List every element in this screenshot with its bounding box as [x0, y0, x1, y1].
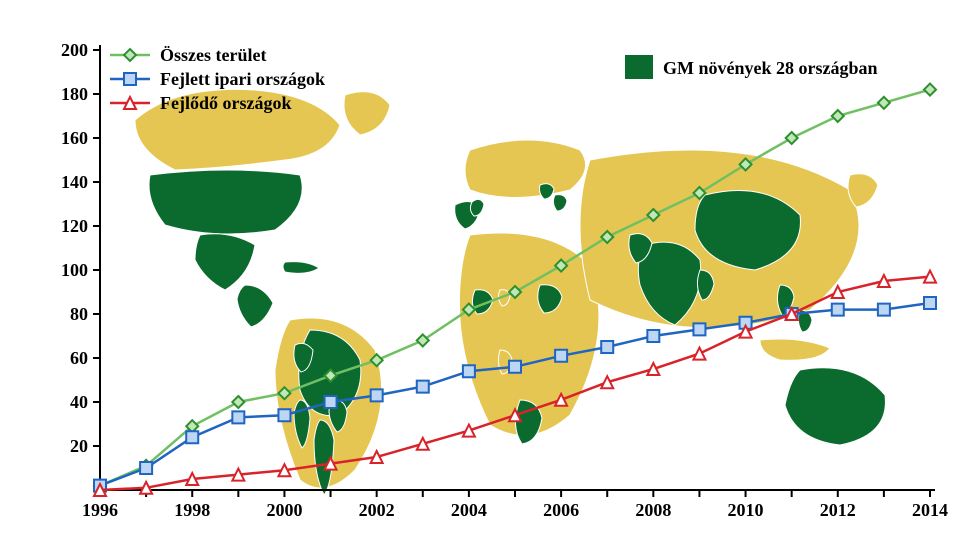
x-tick-label: 2000: [266, 500, 302, 520]
x-tick-label: 1996: [82, 500, 118, 520]
x-tick-label: 2010: [728, 500, 764, 520]
x-tick-label: 2004: [451, 500, 487, 520]
marker: [371, 389, 383, 401]
y-tick-label: 200: [61, 40, 88, 60]
map-country-gm: [470, 199, 484, 216]
marker: [693, 348, 705, 360]
marker: [278, 409, 290, 421]
marker: [325, 396, 337, 408]
marker: [124, 49, 136, 61]
map-legend-swatch: [625, 55, 653, 79]
chart-root: 20 40 60 80 100 120 140 160 180 200 1996 1998 2000 20…: [0, 0, 979, 549]
map-country-gm: [195, 234, 255, 290]
marker: [924, 297, 936, 309]
marker: [555, 350, 567, 362]
map-country-gm: [785, 368, 885, 445]
map-legend: GM növények 28 országban: [625, 55, 878, 79]
y-tick-label: 60: [70, 348, 88, 368]
map-land: [344, 92, 390, 135]
marker: [647, 330, 659, 342]
marker: [924, 84, 936, 96]
map-country-gm: [283, 262, 319, 274]
y-tick-label: 80: [70, 304, 88, 324]
marker: [878, 304, 890, 316]
y-tick-label: 120: [61, 216, 88, 236]
x-tick-label: 2002: [359, 500, 395, 520]
marker: [124, 73, 136, 85]
legend-label: Összes terület: [160, 45, 266, 65]
marker: [601, 341, 613, 353]
x-tick-label: 1998: [174, 500, 210, 520]
legend-label: Fejlődő országok: [160, 93, 291, 113]
marker: [463, 365, 475, 377]
marker: [693, 323, 705, 335]
map-country-gm: [237, 285, 273, 327]
marker: [232, 396, 244, 408]
map-land: [465, 140, 586, 198]
y-tick-label: 140: [61, 172, 88, 192]
marker: [186, 431, 198, 443]
marker: [832, 110, 844, 122]
map-land: [848, 174, 878, 207]
chart-svg: 20 40 60 80 100 120 140 160 180 200 1996 1998 2000 20…: [0, 0, 979, 549]
map-legend-label: GM növények 28 országban: [663, 58, 878, 78]
map-land: [760, 339, 830, 360]
y-tick-label: 180: [61, 84, 88, 104]
y-tick-label: 40: [70, 392, 88, 412]
y-tick-label: 100: [61, 260, 88, 280]
y-tick-label: 20: [70, 436, 88, 456]
marker: [417, 381, 429, 393]
map-country-gm: [553, 195, 567, 211]
x-tick-label: 2012: [820, 500, 856, 520]
x-tick-label: 2014: [912, 500, 948, 520]
map-country-gm: [540, 184, 555, 199]
marker: [140, 462, 152, 474]
x-tick-label: 2006: [543, 500, 579, 520]
marker: [832, 304, 844, 316]
marker: [878, 97, 890, 109]
marker: [509, 361, 521, 373]
marker: [786, 132, 798, 144]
legend-label: Fejlett ipari országok: [160, 69, 325, 89]
map-country-gm: [149, 170, 302, 234]
x-tick-label: 2008: [635, 500, 671, 520]
y-tick-label: 160: [61, 128, 88, 148]
marker: [232, 411, 244, 423]
